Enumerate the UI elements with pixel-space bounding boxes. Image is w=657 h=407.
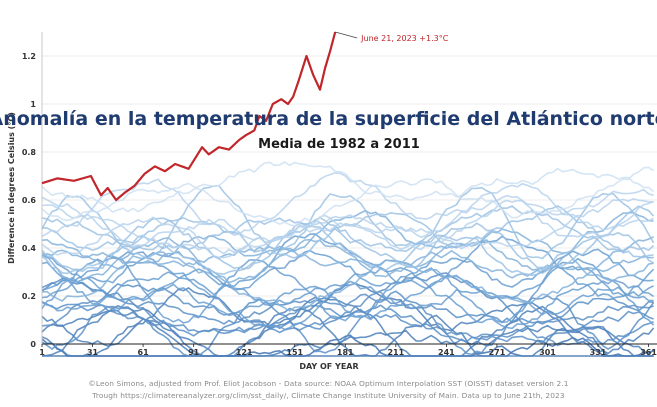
historical-year-line (41, 184, 655, 260)
x-tick-label: 271 (489, 348, 506, 357)
chart-title: Anomalía en la temperatura de la superfi… (0, 108, 657, 130)
axes (41, 32, 657, 345)
annotation-leader (335, 31, 358, 39)
y-tick-label: 0.8 (22, 148, 37, 157)
historical-year-line (41, 205, 655, 273)
x-tick-label: 241 (438, 348, 455, 357)
historical-year-line (41, 172, 654, 238)
historical-series-group (41, 161, 655, 357)
historical-year-line (41, 282, 655, 355)
x-tick-label: 1 (39, 348, 45, 357)
credit-line-1: ©Leon Simons, adjusted from Prof. Eliot … (88, 379, 569, 388)
y-tick-label: 1.2 (22, 52, 36, 61)
historical-year-line (41, 188, 654, 248)
series-2023-group: June 21, 2023 +1.3°C (41, 31, 449, 202)
historical-year-line (41, 236, 654, 312)
chart-subtitle: Media de 1982 a 2011 (258, 137, 420, 152)
x-tick-label: 31 (87, 348, 99, 357)
historical-year-line (41, 205, 655, 253)
historical-year-line (41, 198, 654, 255)
x-tick-label: 121 (236, 348, 253, 357)
historical-year-line (41, 161, 655, 214)
y-tick-label: 0.2 (22, 292, 36, 301)
y-tick-label: 0.6 (22, 196, 37, 205)
historical-year-line (41, 257, 655, 326)
x-tick-label: 301 (539, 348, 556, 357)
y-tick-label: 0.4 (22, 244, 37, 253)
annotation-2023: June 21, 2023 +1.3°C (360, 34, 449, 43)
x-tick-label: 151 (286, 348, 303, 357)
historical-year-line (41, 261, 654, 321)
x-axis-label: DAY OF YEAR (299, 362, 358, 371)
x-tick-label: 361 (640, 348, 657, 357)
historical-year-line (41, 279, 654, 325)
gridlines (42, 55, 657, 345)
x-tick-label: 181 (337, 348, 354, 357)
historical-year-line (41, 267, 655, 331)
historical-year-line (41, 272, 654, 347)
x-tick-label: 211 (387, 348, 404, 357)
y-tick-labels: 0 0.2 0.4 0.6 0.8 1 1.2 (22, 52, 37, 349)
historical-year-line (41, 300, 654, 344)
historical-year-line (41, 277, 654, 343)
series-2023-line (41, 31, 337, 202)
y-tick-label: 1 (30, 100, 36, 109)
historical-year-line (41, 166, 655, 227)
x-tick-labels: 1 31 61 91 121 151 181 211 241 271 301 331 361 (39, 344, 657, 357)
x-tick-label: 61 (138, 348, 150, 357)
historical-year-line (41, 268, 654, 316)
y-tick-label: 0 (30, 340, 36, 349)
x-tick-label: 331 (590, 348, 607, 357)
credit-line-2: Trough https://climatereanalyzer.org/cli… (92, 391, 565, 400)
y-axis-label: Difference in degrees Celsius (°C) (7, 112, 16, 264)
x-tick-label: 91 (188, 348, 200, 357)
